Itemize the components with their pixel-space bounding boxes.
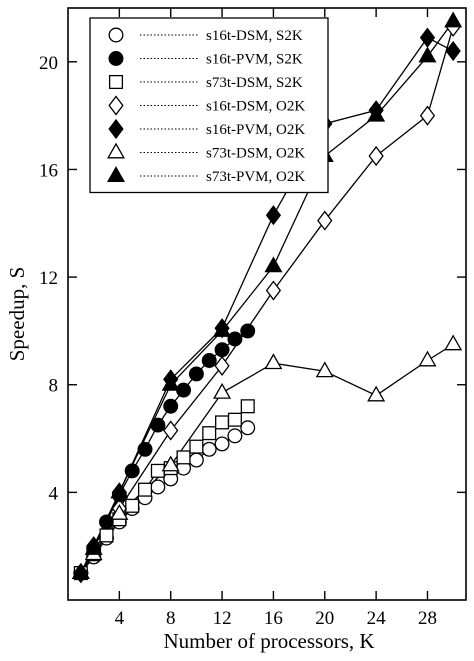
- data-point-2-8: [176, 450, 191, 465]
- data-point-6-3: [161, 374, 180, 391]
- legend-item: s73t-PVM, O2K: [106, 166, 305, 185]
- legend-label-4: s16t-PVM, O2K: [206, 122, 305, 138]
- legend-marker-3: [108, 95, 124, 116]
- x-tick-label: 24: [367, 608, 387, 629]
- data-point-1-12: [227, 331, 243, 347]
- legend-marker-6: [106, 166, 126, 182]
- x-tick-label: 4: [115, 608, 125, 629]
- x-tick-label: 12: [213, 608, 232, 629]
- data-point-6-2: [110, 482, 129, 499]
- data-point-4-5: [265, 205, 282, 226]
- data-point-1-6: [150, 417, 166, 433]
- y-tick-label: 12: [39, 268, 58, 289]
- data-point-2-5: [138, 482, 153, 497]
- legend: s16t-DSM, S2K s16t-PVM, S2K s73t-DSM, S2K s…: [106, 27, 305, 185]
- data-point-1-2: [99, 514, 114, 530]
- series-markers: [71, 11, 463, 584]
- plot-frame: [67, 7, 467, 601]
- legend-label-5: s73t-DSM, O2K: [206, 146, 305, 162]
- data-point-6-5: [264, 256, 283, 273]
- data-point-3-7: [368, 145, 384, 167]
- data-point-6-9: [444, 11, 463, 28]
- x-axis-label: Number of processors, K: [163, 629, 374, 653]
- data-point-6-8: [418, 46, 437, 63]
- data-point-5-2: [110, 503, 129, 520]
- y-axis-label: Speedup, S: [5, 267, 29, 362]
- data-point-5-6: [315, 361, 334, 378]
- y-tick-label: 4: [49, 483, 59, 504]
- legend-marker-5: [106, 142, 126, 159]
- data-point-3-5: [265, 280, 282, 301]
- data-point-6-0: [71, 563, 90, 580]
- data-point-0-11: [214, 436, 230, 452]
- data-point-5-3: [161, 455, 180, 472]
- data-point-3-3: [163, 420, 179, 441]
- legend-marker-1: [108, 51, 124, 66]
- legend-box: [89, 17, 329, 194]
- data-point-0-9: [188, 452, 204, 468]
- legend-item: s16t-PVM, O2K: [108, 118, 305, 140]
- axis-ticks: 4 8 12 16 20 24 28 4 8 12 16 20: [39, 8, 466, 629]
- data-point-4-9: [445, 40, 461, 62]
- data-point-2-4: [125, 498, 140, 513]
- data-point-0-13: [240, 420, 256, 436]
- data-point-6-7: [367, 105, 386, 122]
- data-point-2-2: [99, 528, 114, 543]
- data-point-0-6: [150, 479, 166, 495]
- data-point-5-4: [213, 382, 232, 399]
- legend-marker-0: [108, 27, 124, 43]
- data-point-3-6: [317, 210, 333, 231]
- x-tick-label: 28: [418, 608, 437, 629]
- data-point-1-10: [201, 353, 217, 368]
- data-point-0-10: [201, 441, 217, 457]
- y-tick-label: 16: [39, 160, 58, 181]
- legend-item: s73t-DSM, O2K: [106, 142, 305, 162]
- data-point-2-9: [189, 439, 204, 454]
- legend-item: s16t-PVM, S2K: [108, 51, 303, 68]
- legend-label-2: s73t-DSM, S2K: [206, 75, 303, 91]
- x-tick-label: 20: [315, 608, 334, 629]
- data-point-2-11: [215, 415, 230, 430]
- data-point-5-8: [418, 350, 437, 367]
- legend-label-0: s16t-DSM, S2K: [206, 28, 303, 44]
- data-point-1-13: [240, 323, 256, 339]
- legend-label-1: s16t-PVM, S2K: [206, 52, 303, 68]
- data-point-6-4: [213, 321, 232, 337]
- data-point-5-9: [444, 334, 463, 351]
- data-point-0-12: [227, 428, 243, 444]
- data-point-5-7: [367, 385, 386, 402]
- data-point-1-9: [188, 366, 204, 382]
- data-point-1-5: [137, 441, 153, 457]
- y-tick-label: 8: [49, 376, 59, 397]
- data-point-6-1: [84, 538, 103, 555]
- legend-marker-2: [108, 74, 124, 90]
- data-point-2-12: [227, 412, 242, 427]
- legend-item: s73t-DSM, S2K: [108, 74, 303, 91]
- data-point-2-10: [202, 426, 217, 441]
- y-tick-label: 20: [39, 53, 58, 74]
- series-line-5: [80, 343, 454, 574]
- legend-marker-4: [108, 118, 124, 140]
- legend-label-6: s73t-PVM, O2K: [206, 169, 305, 185]
- x-tick-label: 8: [166, 608, 176, 629]
- legend-label-3: s16t-DSM, O2K: [206, 99, 305, 115]
- data-point-1-7: [163, 398, 179, 414]
- data-point-3-8: [419, 105, 436, 126]
- legend-item: s16t-DSM, O2K: [108, 95, 305, 116]
- data-point-1-4: [124, 463, 140, 479]
- data-point-2-13: [240, 399, 255, 414]
- data-point-3-4: [214, 355, 230, 376]
- data-point-5-5: [264, 353, 283, 370]
- data-point-1-11: [214, 342, 230, 358]
- legend-item: s16t-DSM, S2K: [108, 27, 303, 44]
- x-tick-label: 16: [264, 608, 283, 629]
